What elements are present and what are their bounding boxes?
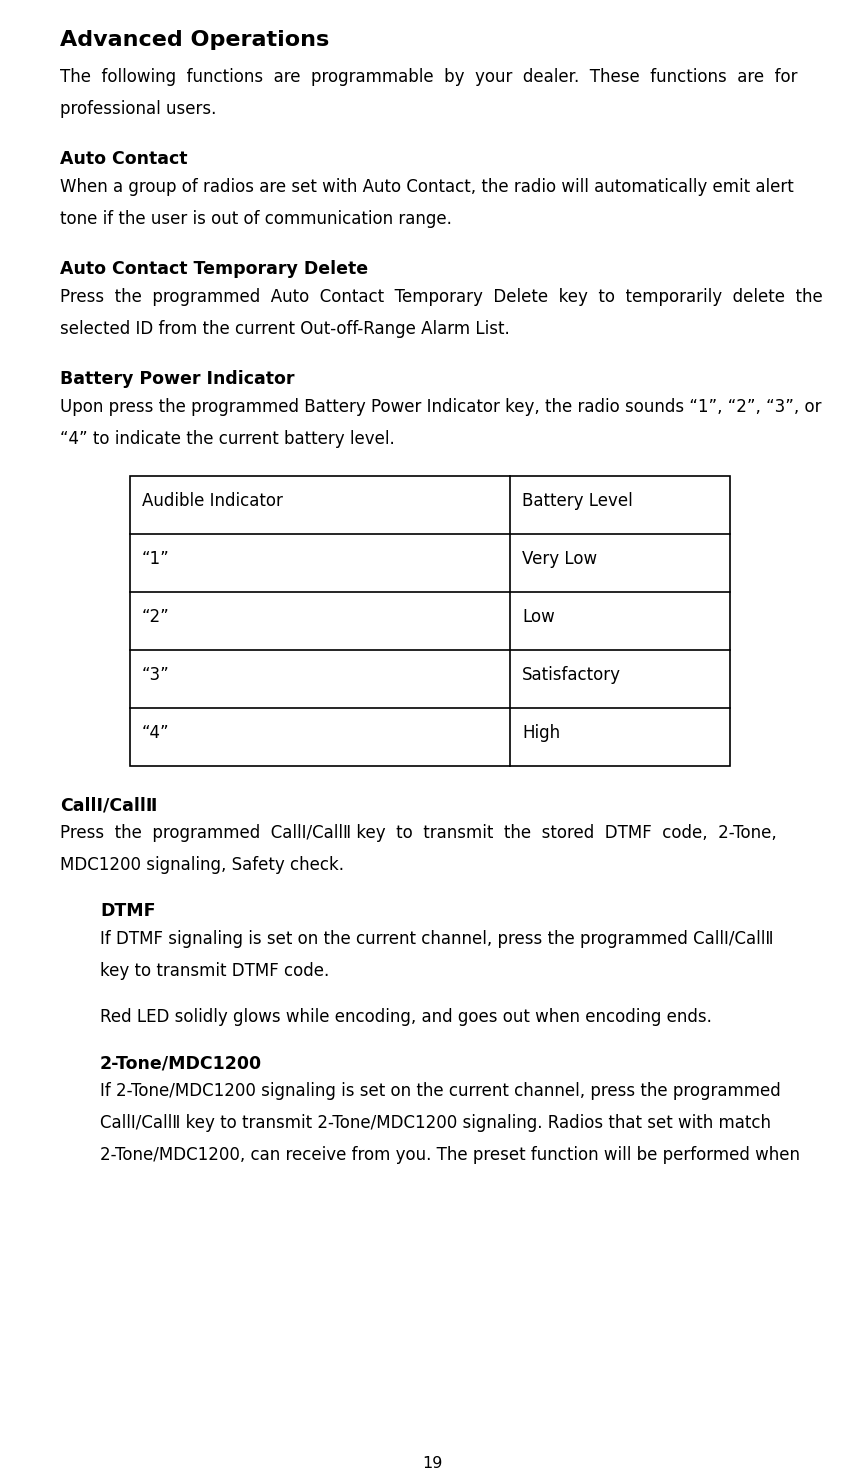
Text: If 2-Tone/MDC1200 signaling is set on the current channel, press the programmed: If 2-Tone/MDC1200 signaling is set on th… [100,1082,781,1100]
Text: 2-Tone/MDC1200, can receive from you. The preset function will be performed when: 2-Tone/MDC1200, can receive from you. Th… [100,1145,800,1164]
Text: When a group of radios are set with Auto Contact, the radio will automatically e: When a group of radios are set with Auto… [60,178,794,196]
Text: Auto Contact: Auto Contact [60,150,188,168]
Text: tone if the user is out of communication range.: tone if the user is out of communication… [60,209,452,228]
Text: Press  the  programmed  Auto  Contact  Temporary  Delete  key  to  temporarily  : Press the programmed Auto Contact Tempor… [60,287,823,307]
Text: Audible Indicator: Audible Indicator [142,492,283,510]
Text: Battery Power Indicator: Battery Power Indicator [60,370,294,388]
Bar [130,476,730,766]
Text: 2-Tone/MDC1200: 2-Tone/MDC1200 [100,1054,262,1072]
Text: “4” to indicate the current battery level.: “4” to indicate the current battery leve… [60,430,394,448]
Text: Satisfactory: Satisfactory [522,666,621,684]
Text: “1”: “1” [142,550,170,567]
Text: Battery Level: Battery Level [522,492,633,510]
Text: CallⅠ/CallⅡ key to transmit 2-Tone/MDC1200 signaling. Radios that set with match: CallⅠ/CallⅡ key to transmit 2-Tone/MDC12… [100,1114,771,1132]
Text: Red LED solidly glows while encoding, and goes out when encoding ends.: Red LED solidly glows while encoding, an… [100,1008,712,1026]
Text: “3”: “3” [142,666,170,684]
Text: DTMF: DTMF [100,902,156,920]
Text: MDC1200 signaling, Safety check.: MDC1200 signaling, Safety check. [60,856,344,874]
Text: “2”: “2” [142,607,170,626]
Text: CallⅠ/CallⅡ: CallⅠ/CallⅡ [60,796,157,814]
Text: professional users.: professional users. [60,100,216,118]
Text: selected ID from the current Out-off-Range Alarm List.: selected ID from the current Out-off-Ran… [60,320,509,338]
Text: Low: Low [522,607,554,626]
Text: Advanced Operations: Advanced Operations [60,29,330,50]
Text: Very Low: Very Low [522,550,597,567]
Text: Auto Contact Temporary Delete: Auto Contact Temporary Delete [60,259,368,279]
Text: 19: 19 [422,1456,443,1471]
Text: High: High [522,724,561,741]
Text: Press  the  programmed  CallⅠ/CallⅡ key  to  transmit  the  stored  DTMF  code, : Press the programmed CallⅠ/CallⅡ key to … [60,824,777,842]
Text: Upon press the programmed Battery Power Indicator key, the radio sounds “1”, “2”: Upon press the programmed Battery Power … [60,398,822,416]
Text: “4”: “4” [142,724,170,741]
Text: key to transmit DTMF code.: key to transmit DTMF code. [100,963,330,980]
Text: The  following  functions  are  programmable  by  your  dealer.  These  function: The following functions are programmable… [60,68,798,85]
Text: If DTMF signaling is set on the current channel, press the programmed CallⅠ/Call: If DTMF signaling is set on the current … [100,930,773,948]
